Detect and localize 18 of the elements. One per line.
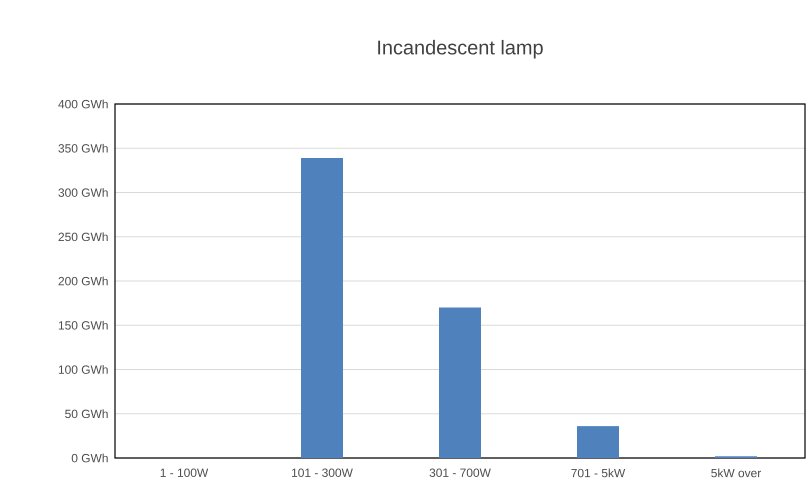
y-tick-label: 50 GWh — [65, 409, 108, 418]
y-tick-label: 0 GWh — [72, 454, 108, 462]
x-tick-label: 5kW over — [711, 468, 762, 478]
x-tick-label: 301 - 700W — [430, 468, 491, 477]
bar — [577, 426, 620, 458]
x-tick-label: 101 - 300W — [292, 468, 353, 477]
bar — [301, 158, 343, 458]
x-tick-label: 701 - 5kW — [571, 468, 626, 478]
y-tick-label: 300 GWh — [58, 188, 108, 197]
y-tick-label: 150 GWh — [58, 320, 108, 330]
y-tick-label: 250 GWh — [58, 232, 108, 242]
chart-title: Incandescent lamp — [378, 40, 543, 59]
y-tick-label: 400 GWh — [58, 100, 108, 108]
y-tick-label: 100 GWh — [58, 365, 108, 374]
x-tick-label: 1 - 100W — [160, 468, 208, 477]
y-tick-label: 350 GWh — [58, 144, 108, 153]
y-tick-label: 200 GWh — [58, 276, 108, 286]
bar — [439, 308, 481, 458]
